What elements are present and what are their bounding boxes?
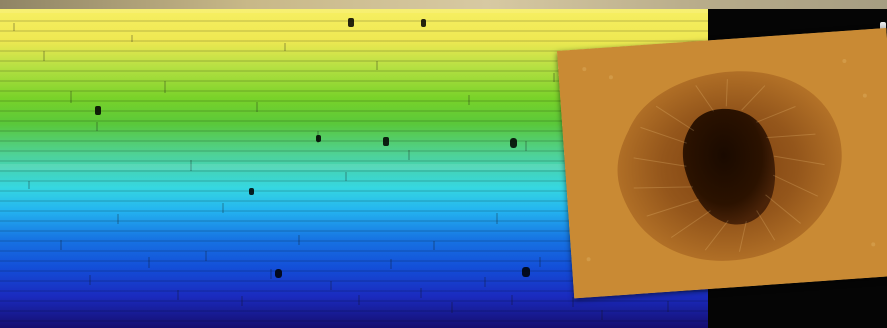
sunspot-photo (557, 27, 887, 299)
top-photo-strip (0, 0, 887, 9)
sunspot-visual (557, 27, 887, 299)
spectrum-bands (0, 9, 708, 322)
